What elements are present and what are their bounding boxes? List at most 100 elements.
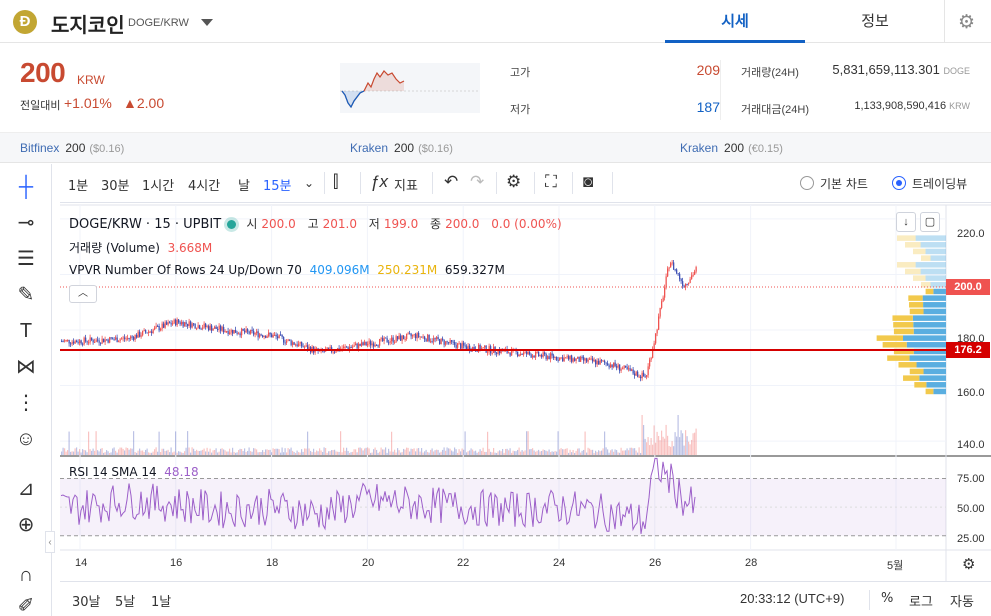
low-value: 187	[696, 99, 720, 115]
tradingview-label[interactable]: 트레이딩뷰	[912, 177, 968, 191]
auto-toggle[interactable]: 자동	[950, 595, 974, 610]
chart-clock[interactable]: 20:33:12 (UTC+9)	[740, 591, 845, 606]
volume-bar	[205, 451, 207, 455]
redo-icon[interactable]: ↷	[470, 172, 485, 191]
basic-chart-label[interactable]: 기본 차트	[820, 177, 868, 191]
tab-quote[interactable]: 시세	[665, 0, 805, 43]
crosshair-icon[interactable]: ┼	[18, 176, 34, 198]
undo-icon[interactable]: ↶	[444, 172, 459, 191]
function-icon[interactable]: ƒx	[370, 172, 388, 191]
timeframe-day[interactable]: 날	[238, 179, 250, 194]
timeframe-1h[interactable]: 1시간	[142, 179, 175, 194]
candle-body	[647, 366, 649, 376]
volume-bar	[685, 430, 687, 455]
range-5d[interactable]: 5날	[115, 595, 136, 610]
volume-bar	[547, 451, 549, 455]
candle-body	[212, 328, 214, 331]
volume-bar	[511, 452, 513, 455]
candle-body	[464, 345, 466, 347]
candle-body	[527, 351, 529, 355]
candle-body	[149, 331, 151, 333]
text-icon[interactable]: T	[19, 320, 33, 342]
candle-body	[239, 333, 241, 336]
volume-bar	[289, 449, 291, 455]
candle-body	[64, 340, 66, 342]
candle-body	[526, 351, 528, 355]
magnet-icon[interactable]: ∩	[18, 564, 34, 586]
chevron-down-icon[interactable]	[201, 19, 213, 26]
volume-bar	[694, 432, 696, 455]
volume-bar	[383, 449, 385, 455]
candle-body	[347, 347, 349, 350]
candle-body	[115, 337, 117, 340]
volume-bar	[121, 447, 123, 455]
time-axis-label: 16	[170, 557, 183, 569]
fullscreen-icon[interactable]: ⛶	[545, 172, 557, 191]
volume-bar	[487, 431, 489, 455]
timeframe-4h[interactable]: 4시간	[188, 179, 221, 194]
tab-info[interactable]: 정보	[861, 12, 889, 30]
volume-bar	[517, 449, 519, 455]
candle-body	[122, 337, 124, 339]
candle-body	[419, 336, 421, 338]
volume-bar	[551, 451, 553, 455]
candle-body	[367, 344, 369, 346]
vpvr-up-bar	[915, 235, 946, 241]
maximize-pane-icon[interactable]: ▢	[920, 212, 940, 232]
indicator-button[interactable]: 지표	[394, 179, 418, 194]
candle-body	[488, 346, 490, 352]
log-toggle[interactable]: 로그	[909, 595, 933, 610]
candlestick-icon[interactable]: ⫿	[333, 172, 339, 191]
volume-bar	[590, 449, 592, 455]
percent-toggle[interactable]: %	[881, 591, 894, 606]
volume-bar	[268, 449, 270, 455]
volume-bar	[223, 449, 225, 455]
zoom-in-icon[interactable]: ⊕	[17, 514, 35, 536]
legend-collapse-button[interactable]: ︿	[69, 285, 97, 303]
pencil-lock-icon[interactable]: ✐	[17, 595, 35, 616]
chevron-down-icon[interactable]: ⌄	[304, 176, 315, 190]
candle-body	[547, 356, 549, 359]
volume-bar	[394, 449, 396, 455]
volume-bar	[431, 448, 433, 455]
candle-body	[466, 346, 468, 350]
brush-icon[interactable]: ✎	[17, 284, 35, 306]
pattern-icon[interactable]: ⋈	[16, 356, 36, 378]
gear-icon[interactable]: ⚙	[958, 12, 976, 33]
vpvr-up-bar	[913, 328, 946, 335]
smiley-icon[interactable]: ☺	[15, 428, 37, 450]
basic-chart-radio[interactable]	[800, 176, 814, 190]
arrow-down-icon[interactable]: ↓	[896, 212, 916, 232]
gear-icon[interactable]: ⚙	[962, 556, 976, 573]
range-1d[interactable]: 1날	[151, 595, 172, 610]
fib-retracement-icon[interactable]: ☰	[17, 248, 35, 270]
volume-bar	[358, 447, 360, 455]
camera-icon[interactable]: ◙	[583, 172, 594, 191]
rsi-legend: RSI 14 SMA 14 48.18	[69, 465, 199, 479]
volume-bar	[485, 451, 487, 455]
sidebar-collapse-button[interactable]: ‹	[45, 531, 55, 553]
forecast-icon[interactable]: ⋮	[16, 392, 36, 414]
volume-bar	[373, 449, 375, 455]
timeframe-1m[interactable]: 1분	[68, 179, 89, 194]
gear-icon[interactable]: ⚙	[506, 172, 522, 191]
volume-bar	[61, 451, 63, 455]
ruler-icon[interactable]: ⊿	[17, 478, 35, 500]
candle-body	[94, 341, 96, 343]
candle-body	[205, 323, 207, 328]
vpvr-up-bar	[906, 342, 946, 348]
timeframe-15m[interactable]: 15분	[263, 179, 292, 194]
tradingview-radio[interactable]	[892, 176, 906, 190]
volume-bar	[316, 450, 318, 455]
trend-line-icon[interactable]: ⊸	[17, 212, 35, 234]
candle-body	[251, 329, 253, 331]
candle-body	[250, 329, 252, 334]
candle-body	[625, 365, 627, 368]
candle-body	[530, 354, 532, 358]
candle-body	[83, 337, 85, 345]
range-30d[interactable]: 30날	[72, 595, 101, 610]
candle-body	[359, 343, 361, 346]
volume-bar	[359, 447, 361, 455]
timeframe-30m[interactable]: 30분	[101, 179, 130, 194]
